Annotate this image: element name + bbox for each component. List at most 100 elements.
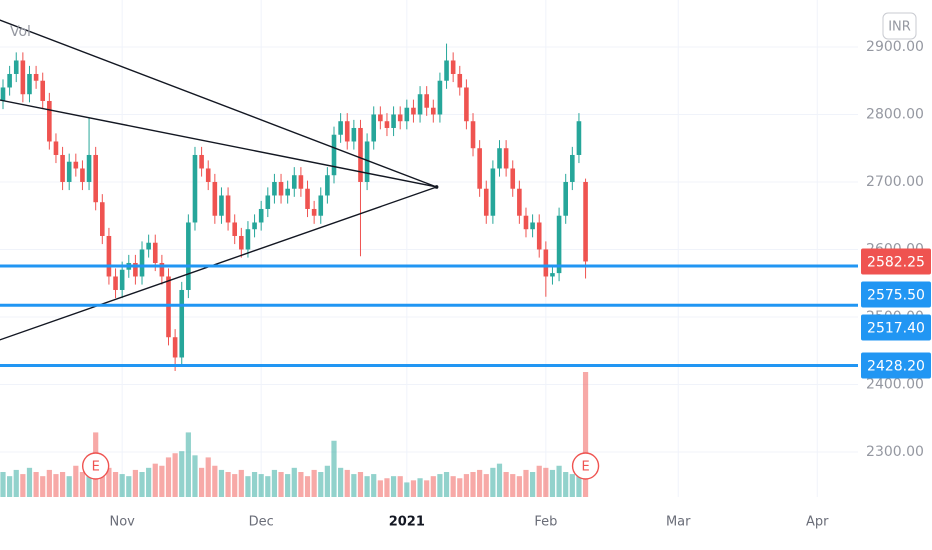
candle-body: [139, 249, 145, 277]
volume-bar: [218, 469, 225, 497]
candle-body: [311, 208, 317, 216]
candle-body: [450, 60, 456, 74]
candle-body: [40, 80, 46, 101]
event-label: E: [581, 460, 589, 475]
volume-bar: [338, 467, 344, 497]
volume-bar: [265, 476, 271, 497]
volume-bar: [318, 472, 324, 497]
volume-bar: [192, 455, 198, 497]
volume-label: Vol: [10, 24, 31, 40]
volume-bar: [199, 467, 205, 497]
candle-body: [133, 262, 138, 277]
volume-bar: [185, 432, 191, 497]
volume-bar: [99, 463, 105, 497]
volume-bar: [79, 472, 86, 497]
volume-bar: [569, 474, 575, 497]
volume-bar: [139, 472, 145, 497]
event-marker[interactable]: [81, 452, 110, 480]
volume-bar: [271, 469, 278, 497]
volume-bar: [490, 467, 496, 497]
x-tick-label: 2021: [389, 515, 425, 530]
volume-bar: [311, 469, 317, 497]
y-tick-label: 2800.00: [866, 106, 924, 122]
volume-bar: [424, 480, 430, 497]
volume-bar: [417, 478, 423, 497]
volume-bar: [503, 472, 509, 497]
candle-body: [411, 107, 416, 115]
candle-body: [351, 127, 357, 142]
volume-bar: [225, 472, 231, 497]
price-label-box: [861, 314, 931, 341]
volume-bar: [384, 478, 390, 497]
volume-bar: [576, 467, 582, 497]
candle-body: [563, 181, 568, 216]
trend-apex: [434, 185, 439, 189]
candle-body: [444, 60, 449, 81]
candle-body: [278, 181, 284, 196]
volume-bar: [146, 467, 152, 497]
volume-bar: [430, 476, 436, 497]
candle-body: [431, 107, 436, 115]
candle-body: [252, 222, 257, 230]
volume-bar: [33, 472, 39, 497]
volume-bar: [159, 465, 165, 497]
volume-bar: [40, 476, 46, 497]
candle-body: [146, 242, 151, 250]
candle-body: [543, 249, 549, 277]
volume-bar: [304, 476, 311, 497]
candle-body: [179, 289, 185, 358]
event-marker[interactable]: [571, 452, 600, 480]
candle-body: [536, 222, 542, 250]
volume-bar: [582, 372, 589, 497]
candle-body: [212, 181, 218, 216]
volume-bar: [496, 463, 503, 497]
price-label: 2575.50: [867, 287, 925, 303]
volume-bar: [530, 472, 536, 497]
candle-body: [457, 73, 463, 88]
volume-bar: [126, 476, 132, 497]
candle-body: [80, 168, 85, 182]
currency-box[interactable]: [882, 12, 917, 40]
currency[interactable]: INR: [888, 20, 911, 35]
volume-bar: [26, 467, 33, 497]
volume-bar: [477, 469, 483, 497]
candle-body: [258, 208, 264, 223]
volume-bar: [549, 469, 556, 497]
volume-bar: [344, 469, 350, 497]
candle-body: [7, 73, 12, 88]
volume-bar: [437, 474, 443, 497]
candle-body: [510, 168, 516, 189]
volume-bar: [53, 474, 59, 497]
volume-bar: [357, 472, 364, 497]
x-tick-label: Dec: [249, 515, 274, 530]
y-tick-label: 2700.00: [866, 174, 924, 190]
volume-bar: [516, 476, 522, 497]
price-label-box: [861, 248, 931, 275]
volume-bar: [291, 467, 297, 497]
candle-body: [192, 154, 198, 223]
candle-body: [298, 175, 304, 189]
volume-bar: [13, 469, 19, 497]
candle-body: [391, 114, 396, 128]
volume-bar: [7, 476, 13, 497]
volume-bar: [470, 472, 476, 497]
candle-body: [556, 215, 562, 274]
candle-body: [66, 161, 72, 182]
candle-body: [239, 235, 244, 250]
candle-body: [305, 188, 310, 209]
volume-bar: [443, 472, 450, 497]
candle-body: [13, 60, 19, 74]
volume-bar: [112, 472, 119, 497]
candle-body: [358, 127, 363, 182]
volume-bar: [251, 472, 258, 497]
candle-body: [93, 154, 98, 203]
candle-body: [20, 60, 26, 95]
volume-bar: [510, 474, 516, 497]
volume-bar: [179, 451, 185, 497]
candle-body: [417, 94, 423, 115]
candle-body: [325, 175, 330, 196]
candle-body: [159, 262, 165, 277]
candle-body: [265, 195, 271, 209]
volume-bar: [543, 467, 549, 497]
volume-bar: [563, 472, 569, 497]
